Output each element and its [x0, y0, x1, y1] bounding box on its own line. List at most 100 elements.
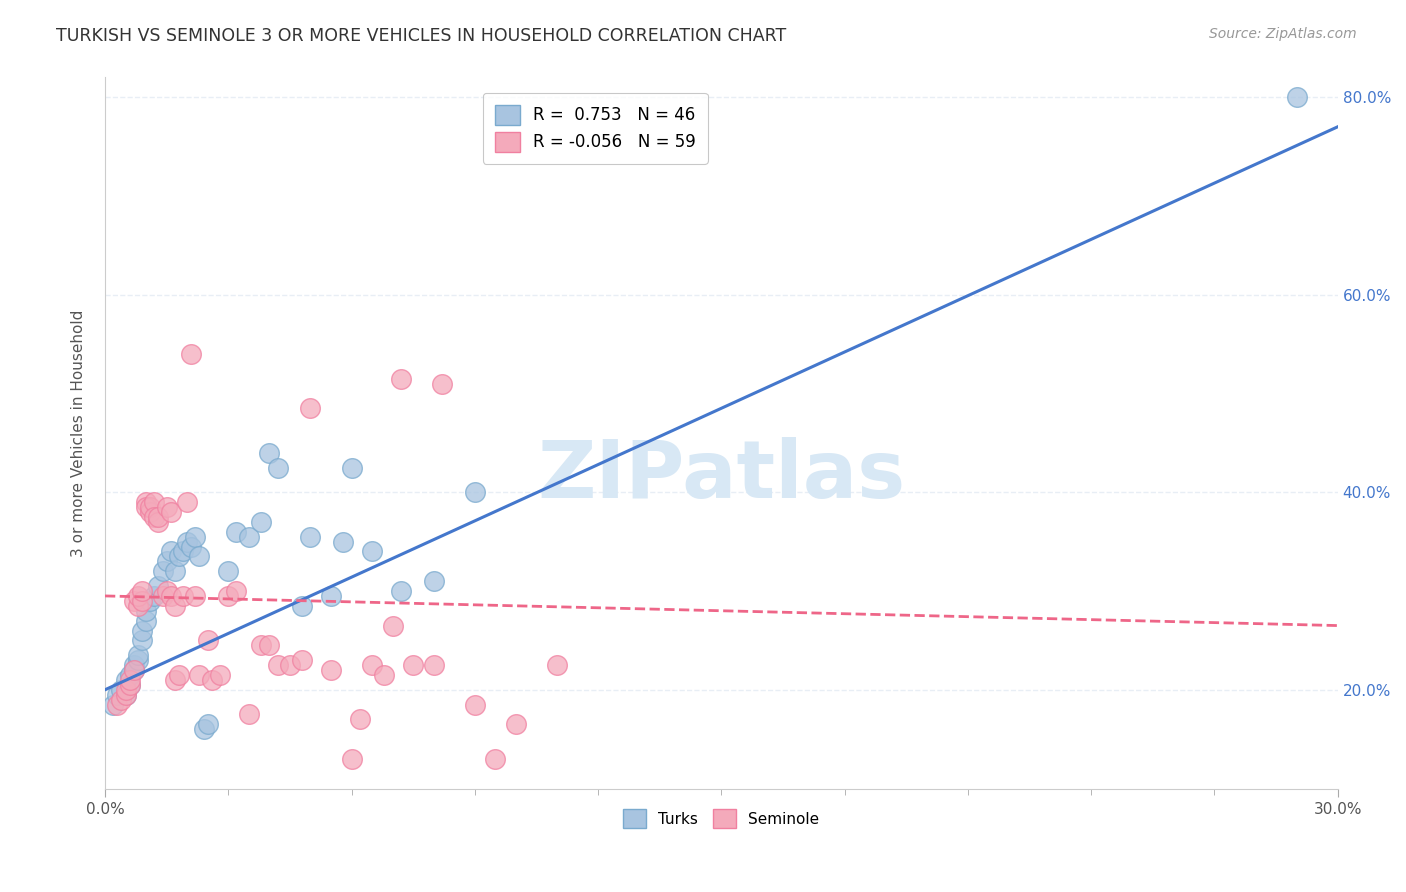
Point [188, 549, 211, 564]
Point [422, 574, 444, 588]
Point [259, 446, 281, 460]
Point [103, 698, 125, 712]
Point [291, 653, 314, 667]
Point [193, 723, 215, 737]
Point [299, 530, 322, 544]
Point [422, 658, 444, 673]
Point [156, 584, 179, 599]
Legend: Turks, Seminole: Turks, Seminole [617, 804, 825, 834]
Point [127, 599, 149, 613]
Point [225, 524, 247, 539]
Point [127, 648, 149, 663]
Point [122, 663, 145, 677]
Point [176, 534, 198, 549]
Point [349, 712, 371, 726]
Point [464, 698, 486, 712]
Point [135, 495, 157, 509]
Point [402, 658, 425, 673]
Point [139, 505, 162, 519]
Point [159, 505, 181, 519]
Point [148, 510, 170, 524]
Point [152, 564, 174, 578]
Point [110, 692, 132, 706]
Point [118, 668, 141, 682]
Point [197, 717, 219, 731]
Point [122, 658, 145, 673]
Point [340, 460, 363, 475]
Point [266, 460, 288, 475]
Point [340, 752, 363, 766]
Point [180, 540, 202, 554]
Point [152, 589, 174, 603]
Point [361, 658, 384, 673]
Point [114, 688, 136, 702]
Point [278, 658, 301, 673]
Point [250, 638, 273, 652]
Point [167, 668, 190, 682]
Point [217, 589, 239, 603]
Point [1285, 90, 1308, 104]
Point [127, 653, 149, 667]
Point [148, 579, 170, 593]
Point [143, 589, 166, 603]
Point [122, 594, 145, 608]
Text: ZIPatlas: ZIPatlas [537, 437, 905, 515]
Point [143, 495, 166, 509]
Point [105, 698, 128, 712]
Point [131, 594, 153, 608]
Point [217, 564, 239, 578]
Point [238, 530, 260, 544]
Point [114, 673, 136, 687]
Point [139, 594, 162, 608]
Point [118, 678, 141, 692]
Point [176, 495, 198, 509]
Point [225, 584, 247, 599]
Point [114, 682, 136, 697]
Point [148, 515, 170, 529]
Point [122, 663, 145, 677]
Point [361, 544, 384, 558]
Point [184, 589, 207, 603]
Point [114, 688, 136, 702]
Point [110, 682, 132, 697]
Point [389, 372, 412, 386]
Point [172, 544, 194, 558]
Point [238, 707, 260, 722]
Point [135, 500, 157, 514]
Point [163, 599, 186, 613]
Point [135, 604, 157, 618]
Point [319, 589, 342, 603]
Point [118, 678, 141, 692]
Point [389, 584, 412, 599]
Point [156, 554, 179, 568]
Point [135, 614, 157, 628]
Point [430, 376, 453, 391]
Text: TURKISH VS SEMINOLE 3 OR MORE VEHICLES IN HOUSEHOLD CORRELATION CHART: TURKISH VS SEMINOLE 3 OR MORE VEHICLES I… [56, 27, 786, 45]
Point [139, 500, 162, 514]
Point [180, 347, 202, 361]
Point [105, 688, 128, 702]
Point [250, 515, 273, 529]
Point [156, 500, 179, 514]
Point [163, 564, 186, 578]
Point [373, 668, 395, 682]
Point [172, 589, 194, 603]
Point [381, 618, 404, 632]
Point [266, 658, 288, 673]
Point [118, 673, 141, 687]
Point [167, 549, 190, 564]
Point [127, 589, 149, 603]
Point [332, 534, 354, 549]
Point [131, 633, 153, 648]
Point [505, 717, 527, 731]
Point [201, 673, 224, 687]
Point [319, 663, 342, 677]
Point [464, 485, 486, 500]
Point [291, 599, 314, 613]
Point [184, 530, 207, 544]
Point [131, 584, 153, 599]
Y-axis label: 3 or more Vehicles in Household: 3 or more Vehicles in Household [72, 310, 86, 557]
Point [143, 510, 166, 524]
Point [259, 638, 281, 652]
Point [159, 544, 181, 558]
